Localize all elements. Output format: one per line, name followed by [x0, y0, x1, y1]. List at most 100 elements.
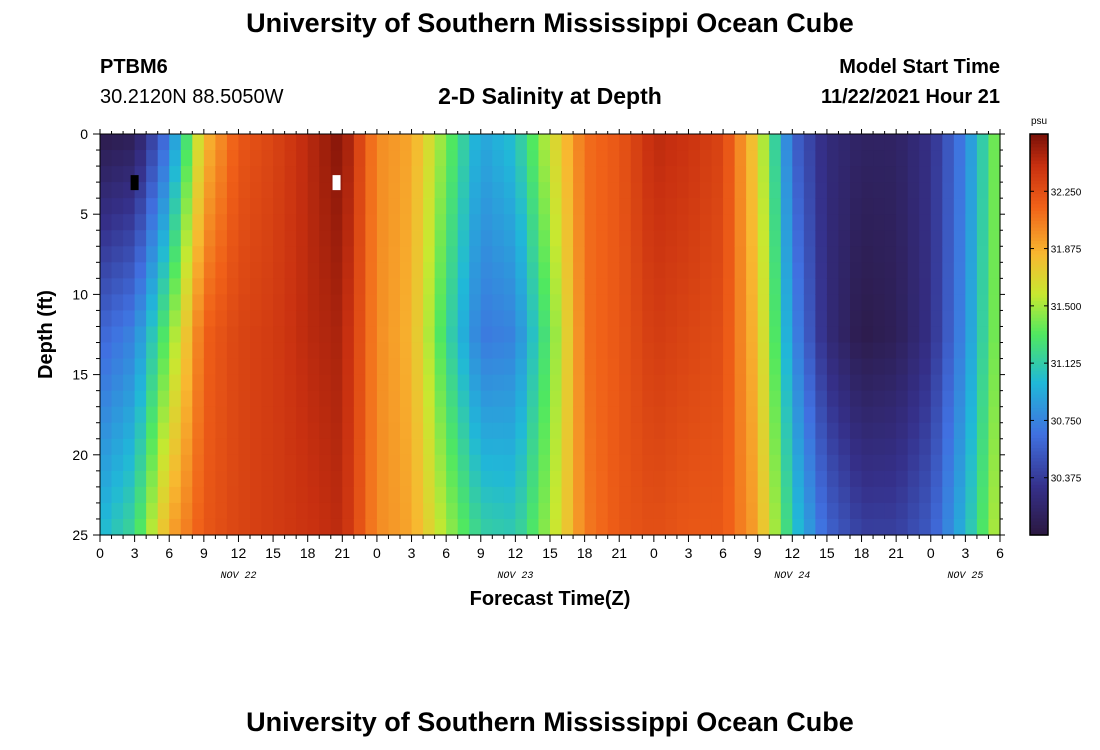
heatmap-cell — [850, 390, 863, 408]
heatmap-cell — [273, 454, 286, 472]
heatmap-cell — [180, 518, 193, 536]
heatmap-cell — [365, 214, 378, 231]
heatmap-cell — [607, 150, 620, 167]
heatmap-cell — [146, 438, 159, 456]
heatmap-cell — [111, 470, 124, 488]
heatmap-cell — [665, 326, 678, 344]
heatmap-cell — [919, 470, 932, 488]
heatmap-cell — [942, 326, 955, 344]
heatmap-cell — [976, 342, 990, 360]
heatmap-cell — [711, 438, 724, 456]
heatmap-cell — [330, 262, 343, 279]
heatmap-cell — [930, 134, 943, 151]
heatmap-cell — [169, 310, 182, 328]
heatmap-cell — [896, 230, 909, 247]
heatmap-cell — [146, 294, 159, 312]
heatmap-cell — [688, 198, 701, 215]
heatmap-cell — [850, 422, 863, 440]
heatmap-cell — [376, 310, 390, 328]
heatmap-cell — [965, 358, 978, 376]
heatmap-cell — [226, 438, 240, 456]
heatmap-cell — [607, 326, 620, 344]
heatmap-cell — [169, 358, 182, 376]
heatmap-cell — [884, 310, 897, 328]
heatmap-cell — [815, 454, 828, 472]
heatmap-cell — [746, 294, 759, 312]
heatmap-cell — [307, 278, 320, 295]
heatmap-cell — [238, 470, 251, 488]
heatmap-cell — [734, 246, 747, 263]
heatmap-cell — [815, 486, 828, 504]
heatmap-cell — [919, 454, 932, 472]
heatmap-cell — [157, 486, 170, 504]
heatmap-cell — [215, 486, 228, 504]
heatmap-cell — [515, 374, 528, 392]
colorbar-swatch — [1030, 180, 1048, 185]
heatmap-cell — [296, 262, 309, 279]
heatmap-cell — [757, 310, 770, 328]
heatmap-cell — [630, 438, 643, 456]
heatmap-cell — [919, 326, 932, 344]
heatmap-cell — [965, 262, 978, 279]
heatmap-cell — [515, 262, 528, 279]
heatmap-cell — [584, 406, 597, 424]
heatmap-cell — [861, 182, 874, 199]
colorbar-tick-label: 31.500 — [1051, 302, 1082, 313]
heatmap-cell — [734, 150, 747, 167]
heatmap-cell — [411, 278, 424, 295]
heatmap-cell — [342, 134, 355, 151]
heatmap-cell — [215, 518, 228, 536]
heatmap-cell — [284, 134, 297, 151]
heatmap-cell — [180, 310, 193, 328]
heatmap-cell — [665, 150, 678, 167]
heatmap-cell — [665, 134, 678, 151]
heatmap-cell — [873, 502, 886, 520]
heatmap-cell — [469, 502, 482, 520]
heatmap-cell — [446, 182, 459, 199]
heatmap-cell — [100, 246, 113, 263]
heatmap-cell — [850, 134, 863, 151]
heatmap-cell — [907, 262, 920, 279]
heatmap-cell — [596, 502, 609, 520]
heatmap-cell — [734, 486, 747, 504]
heatmap-cell — [930, 374, 943, 392]
heatmap-cell — [780, 182, 793, 199]
heatmap-cell — [457, 182, 470, 199]
heatmap-cell — [111, 454, 124, 472]
colorbar-swatch — [1030, 274, 1048, 279]
heatmap-cell — [942, 470, 955, 488]
heatmap-cell — [157, 422, 170, 440]
colorbar-swatch — [1030, 371, 1048, 376]
heatmap-cell — [769, 230, 782, 247]
heatmap-cell — [907, 278, 920, 295]
heatmap-cell — [353, 374, 366, 392]
heatmap-cell — [723, 502, 736, 520]
heatmap-cell — [123, 326, 136, 344]
colorbar-swatch — [1030, 207, 1048, 212]
heatmap-cell — [965, 166, 978, 183]
heatmap-cell — [584, 374, 597, 392]
heatmap-cell — [561, 294, 574, 312]
heatmap-cell — [146, 182, 159, 199]
heatmap-cell — [203, 470, 216, 488]
heatmap-cell — [850, 502, 863, 520]
heatmap-cell — [550, 342, 563, 360]
heatmap-cell — [192, 134, 205, 151]
heatmap-cell — [284, 278, 297, 295]
heatmap-cell — [296, 438, 309, 456]
heatmap-cell — [607, 166, 620, 183]
heatmap-cell — [273, 262, 286, 279]
heatmap-cell — [538, 422, 551, 440]
heatmap-cell — [700, 518, 713, 536]
heatmap-cell — [688, 214, 701, 231]
heatmap-cell — [342, 518, 355, 536]
heatmap-cell — [653, 198, 666, 215]
heatmap-cell — [676, 390, 690, 408]
heatmap-cell — [169, 470, 182, 488]
heatmap-cell — [838, 150, 851, 167]
heatmap-cell — [953, 182, 966, 199]
heatmap-cell — [769, 134, 782, 151]
heatmap-cell — [896, 518, 909, 536]
heatmap-cell — [930, 486, 943, 504]
heatmap-cell — [596, 214, 609, 231]
